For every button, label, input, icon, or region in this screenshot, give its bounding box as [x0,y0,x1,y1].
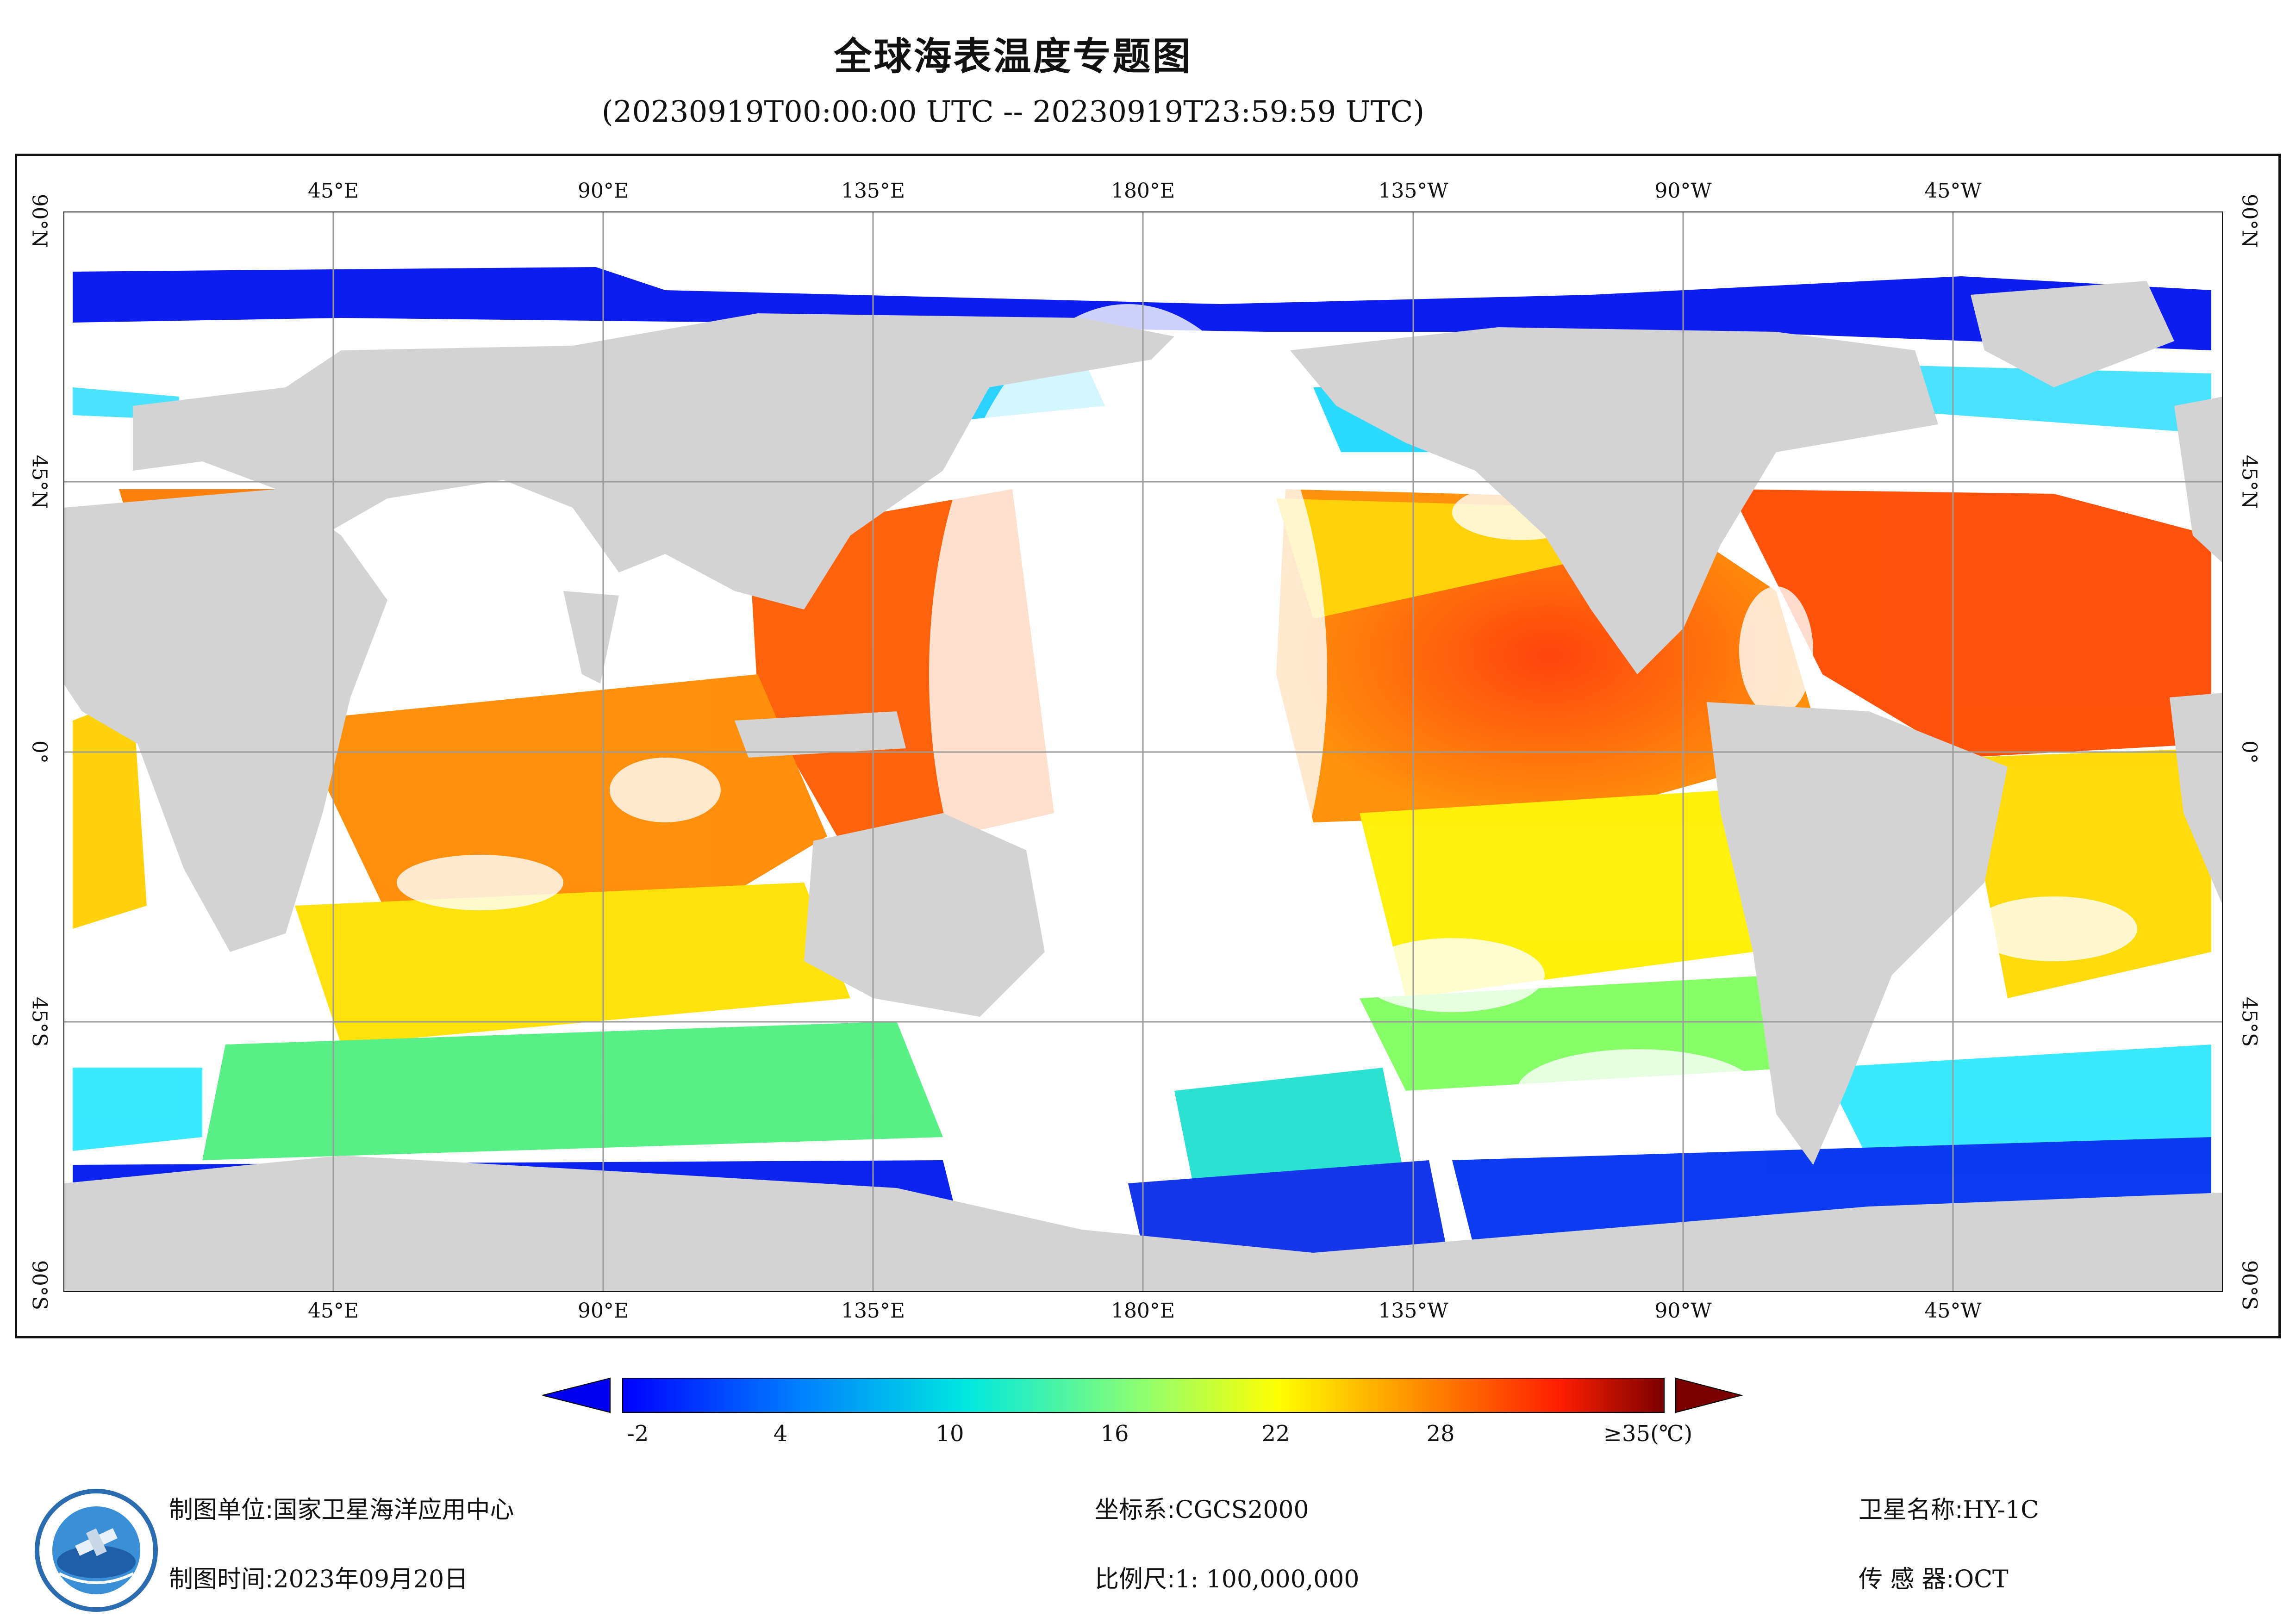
sensor-field: 传 感 器:OCT [1859,1560,2009,1594]
lon-label-bottom-180e: 180°E [1111,1299,1175,1323]
org-label: 制图单位: [169,1496,274,1524]
lat-label-left-90s: 90°S [27,1260,51,1311]
date-value: 2023年09月20日 [273,1566,468,1593]
lat-label-right-90n: 90°N [2237,193,2261,248]
lon-label-top-45w: 45°W [1924,179,1982,203]
lat-label-left-90n: 90°N [27,193,51,248]
colorbar-tick-10: 10 [936,1421,964,1447]
lon-label-bottom-135e: 135°E [841,1299,905,1323]
lon-label-top-135w: 135°W [1378,179,1448,203]
lon-label-bottom-45w: 45°W [1924,1299,1982,1323]
lon-label-top-90w: 90°W [1654,179,1712,203]
south-america [1707,702,2008,1165]
australia [804,813,1045,1017]
lon-label-top-45e: 45°E [307,179,359,203]
map-frame: 45°E 90°E 135°E 180°E 135°W 90°W 45°W 45… [15,154,2281,1338]
lat-label-right-0: 0° [2237,740,2261,764]
indonesia [735,711,906,758]
colorbar-max-arrow [1675,1377,1743,1413]
colorbar-tick-4: 4 [773,1421,788,1447]
crs-field: 坐标系:CGCS2000 [1095,1490,1309,1525]
scale-value: 1: 100,000,000 [1175,1566,1360,1593]
lon-label-bottom-90e: 90°E [577,1299,629,1323]
lat-label-left-45s: 45°S [27,996,51,1047]
crs-value: CGCS2000 [1175,1496,1309,1524]
colorbar-tick-22: 22 [1261,1421,1290,1447]
org-value: 国家卫星海洋应用中心 [273,1496,514,1524]
satellite-label: 卫星名称: [1859,1496,1963,1524]
eurasia [133,313,1174,609]
colorbar-gradient [622,1378,1665,1413]
africa [63,489,387,952]
date-field: 制图时间:2023年09月20日 [169,1560,468,1594]
colorbar-tick-minus2: -2 [627,1421,649,1447]
colorbar-min-arrow [542,1377,611,1413]
lat-label-right-45n: 45°N [2237,454,2261,509]
lat-label-right-45s: 45°S [2237,996,2261,1047]
scale-label: 比例尺: [1095,1566,1175,1593]
north-america [1290,327,1938,674]
lon-label-bottom-90w: 90°W [1654,1299,1712,1323]
lon-label-bottom-45e: 45°E [307,1299,359,1323]
agency-logo [35,1489,158,1612]
europe-edge [2174,397,2223,563]
sst-map [63,211,2223,1292]
lat-label-left-0: 0° [27,740,51,764]
lon-label-top-135e: 135°E [841,179,905,203]
org-field: 制图单位:国家卫星海洋应用中心 [169,1490,514,1525]
date-label: 制图时间: [169,1566,274,1593]
satellite-field: 卫星名称:HY-1C [1859,1490,2039,1525]
colorbar-tick-35-unit: ≥35(℃) [1603,1421,1693,1447]
scale-field: 比例尺:1: 100,000,000 [1095,1560,1359,1594]
lon-label-bottom-135w: 135°W [1378,1299,1448,1323]
india [563,591,619,684]
satellite-value: HY-1C [1963,1496,2039,1524]
lon-label-top-90e: 90°E [577,179,629,203]
sensor-label: 传 感 器: [1859,1566,1954,1593]
lat-label-right-90s: 90°S [2237,1260,2261,1311]
colorbar-tick-28: 28 [1426,1421,1455,1447]
graticule [63,211,2223,1292]
map-subtitle: (20230919T00:00:00 UTC -- 20230919T23:59… [601,95,1425,129]
map-title: 全球海表温度专题图 [834,35,1192,79]
lat-label-left-45n: 45°N [27,454,51,509]
cloud-mask [397,304,2137,1132]
colorbar-tick-16: 16 [1100,1421,1129,1447]
greenland [1971,281,2174,387]
crs-label: 坐标系: [1095,1496,1175,1524]
africa-edge-right [2170,693,2223,906]
lon-label-top-180e: 180°E [1111,179,1175,203]
sensor-value: OCT [1954,1566,2009,1593]
